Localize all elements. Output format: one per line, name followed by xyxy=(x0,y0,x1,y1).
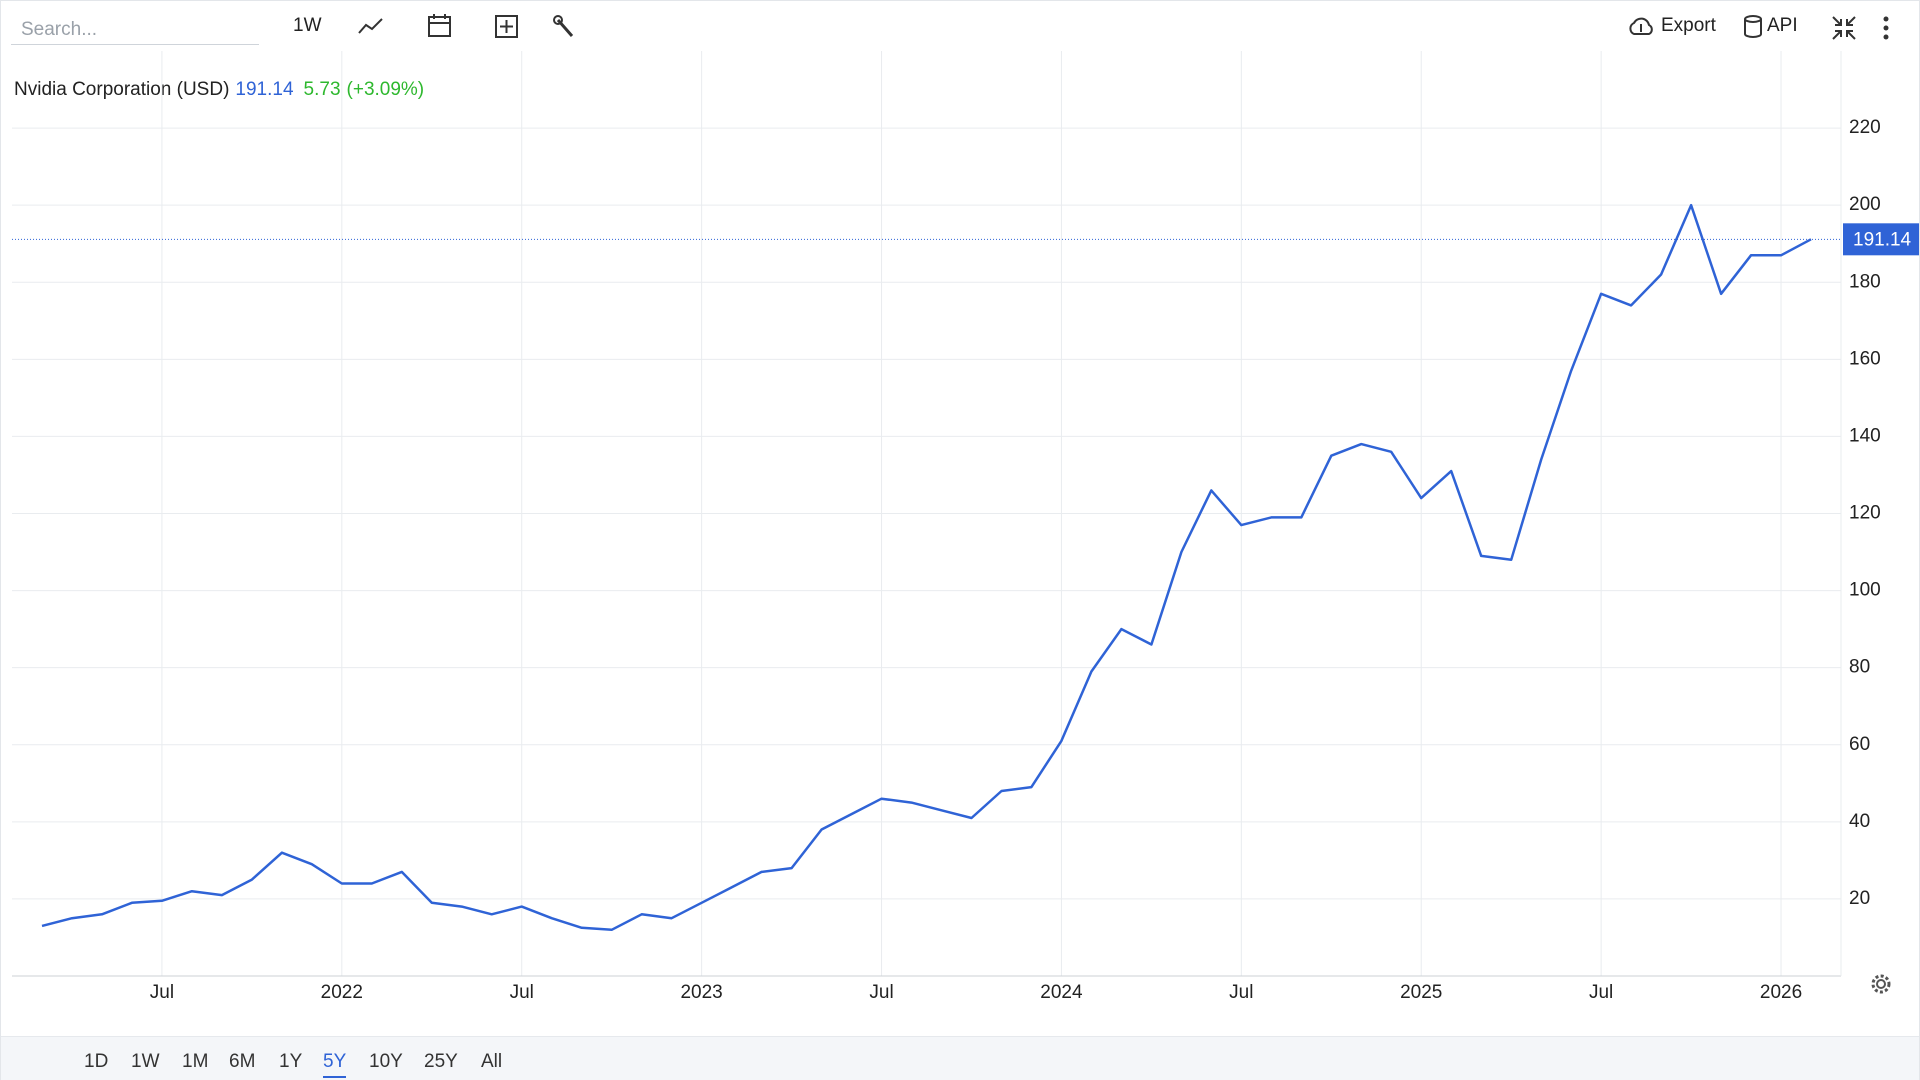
y-tick-label: 60 xyxy=(1849,734,1870,755)
x-tick-label: Jul xyxy=(510,982,534,1003)
last-price: 191.14 xyxy=(235,79,294,100)
api-button[interactable]: API xyxy=(1767,15,1798,36)
export-icon[interactable] xyxy=(1627,15,1655,39)
range-button[interactable]: 25Y xyxy=(424,1051,458,1072)
range-button[interactable]: 6M xyxy=(229,1051,256,1072)
last-price-label: 191.14 xyxy=(1853,229,1912,250)
price-change: 5.73 xyxy=(304,79,341,100)
price-change-pct: (+3.09%) xyxy=(347,79,425,100)
y-tick-label: 220 xyxy=(1849,117,1881,138)
y-tick-label: 120 xyxy=(1849,503,1881,524)
x-tick-label: 2023 xyxy=(680,982,722,1003)
search-input[interactable]: Search... xyxy=(11,15,259,45)
last-price-tag xyxy=(1843,223,1919,256)
range-button[interactable]: 1W xyxy=(131,1051,160,1072)
y-tick-label: 40 xyxy=(1849,811,1870,832)
y-tick-label: 180 xyxy=(1849,271,1881,292)
chart-title: Nvidia Corporation (USD) 191.14 5.73 (+3.09… xyxy=(14,79,424,100)
y-tick-label: 160 xyxy=(1849,348,1881,369)
y-tick-label: 80 xyxy=(1849,657,1870,678)
range-button[interactable]: 1D xyxy=(84,1051,109,1072)
x-tick-label: 2026 xyxy=(1760,982,1802,1003)
fullscreen-icon[interactable] xyxy=(1831,15,1857,41)
range-button[interactable]: 1Y xyxy=(279,1051,303,1072)
x-tick-label: Jul xyxy=(1589,982,1613,1003)
calendar-icon[interactable] xyxy=(427,13,453,39)
y-tick-label: 100 xyxy=(1849,580,1881,601)
tools-icon[interactable] xyxy=(553,15,577,41)
api-icon[interactable] xyxy=(1743,14,1763,40)
range-button[interactable]: 5Y xyxy=(323,1051,347,1078)
chart: Nvidia Corporation (USD) 191.14 5.73 (+3.09… xyxy=(12,51,1919,1003)
export-button[interactable]: Export xyxy=(1661,15,1716,36)
x-tick-label: Jul xyxy=(1229,982,1253,1003)
price-line xyxy=(41,203,1812,932)
compare-icon[interactable] xyxy=(494,14,520,40)
grid xyxy=(12,51,1841,976)
settings-icon[interactable] xyxy=(1871,974,1891,994)
y-tick-label: 200 xyxy=(1849,194,1881,215)
x-tick-label: 2025 xyxy=(1400,982,1442,1003)
toolbar: Search... 1W Export API xyxy=(1,1,1919,53)
x-tick-label: Jul xyxy=(869,982,893,1003)
interval-button[interactable]: 1W xyxy=(293,15,322,36)
x-tick-label: 2024 xyxy=(1040,982,1083,1003)
y-tick-label: 140 xyxy=(1849,425,1881,446)
chart-type-icon[interactable] xyxy=(357,15,385,39)
range-button[interactable]: 1M xyxy=(182,1051,209,1072)
menu-icon[interactable] xyxy=(1881,15,1891,41)
range-button[interactable]: 10Y xyxy=(369,1051,403,1072)
x-tick-label: 2022 xyxy=(321,982,363,1003)
x-tick-label: Jul xyxy=(150,982,174,1003)
instrument-name: Nvidia Corporation (USD) xyxy=(14,79,229,100)
y-tick-label: 20 xyxy=(1849,888,1870,909)
range-button[interactable]: All xyxy=(481,1051,503,1072)
range-bar: 1D 1W 1M 6M 1Y 5Y 10Y 25Y All xyxy=(1,1036,1919,1080)
